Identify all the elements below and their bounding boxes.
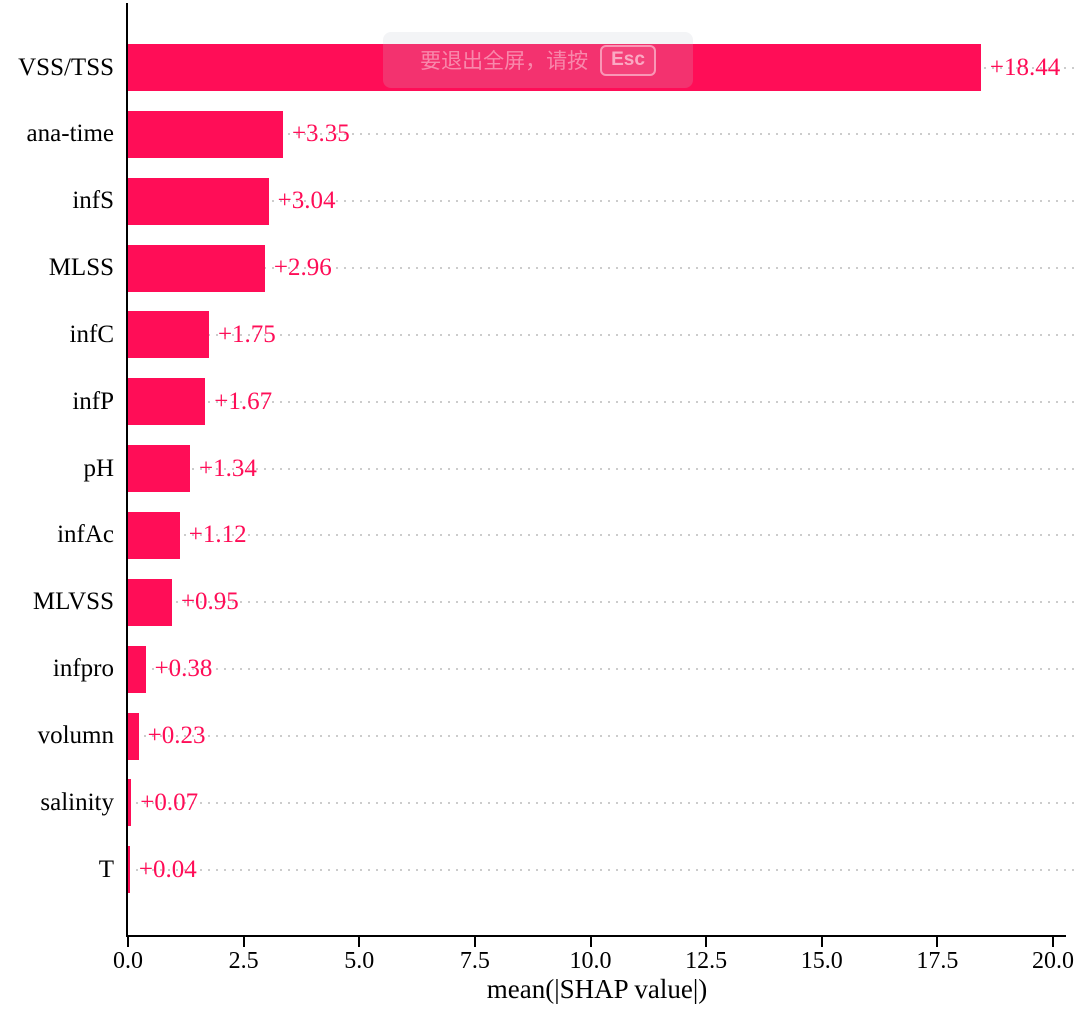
- x-tick-label: 20.0: [1032, 948, 1074, 974]
- row-gridline: [128, 400, 1078, 403]
- bar-value-label: +0.04: [138, 855, 197, 883]
- bar-value-label: +1.12: [188, 521, 247, 549]
- y-axis-spine: [126, 3, 128, 937]
- bar-value-label: +18.44: [989, 53, 1061, 81]
- x-tick-mark: [589, 936, 592, 947]
- bar: [128, 311, 209, 359]
- bar: [128, 846, 130, 894]
- y-tick-label: infC: [69, 320, 114, 348]
- x-tick-mark: [705, 936, 708, 947]
- row-gridline: [128, 735, 1078, 737]
- row-gridline: [128, 467, 1078, 470]
- bar: [128, 645, 146, 693]
- y-tick-label: MLSS: [48, 254, 114, 282]
- x-tick-label: 10.0: [569, 948, 612, 974]
- bar: [128, 44, 981, 91]
- bar-value-label: +3.04: [277, 187, 336, 215]
- x-tick-label: 12.5: [685, 948, 728, 974]
- row-gridline: [128, 668, 1078, 671]
- y-tick-label: MLVSS: [32, 588, 114, 616]
- bar: [128, 445, 190, 493]
- x-tick-label: 0.0: [113, 948, 143, 974]
- y-tick-label: VSS/TSS: [18, 53, 114, 81]
- fullscreen-exit-toast: 要退出全屏，请按 Esc: [383, 32, 693, 88]
- bar: [128, 578, 172, 626]
- x-tick-mark: [936, 936, 939, 947]
- row-gridline: [128, 333, 1078, 336]
- x-tick-mark: [358, 936, 361, 947]
- y-tick-label: ana-time: [26, 120, 114, 148]
- bar: [128, 378, 206, 426]
- x-axis-spine: [126, 935, 1066, 937]
- fullscreen-exit-toast-message: 要退出全屏，请按: [420, 50, 589, 73]
- row-gridline: [128, 868, 1078, 871]
- row-gridline: [128, 801, 1078, 804]
- bar-value-label: +0.95: [180, 588, 239, 616]
- bar-value-label: +0.38: [154, 655, 213, 683]
- bar-value-label: +1.34: [198, 454, 257, 482]
- y-tick-label: T: [98, 855, 114, 883]
- row-gridline: [128, 200, 1078, 203]
- esc-keycap: Esc: [600, 44, 656, 76]
- y-tick-label: infS: [72, 187, 114, 215]
- y-tick-label: infAc: [57, 521, 114, 549]
- bar: [128, 244, 265, 292]
- row-gridline: [128, 133, 1078, 136]
- y-tick-label: salinity: [40, 788, 114, 816]
- bar-value-label: +0.23: [147, 722, 206, 749]
- row-gridline: [128, 267, 1078, 270]
- bar: [128, 712, 139, 760]
- y-tick-label: pH: [83, 454, 114, 482]
- x-tick-label: 2.5: [228, 948, 259, 974]
- bar-value-label: +0.07: [140, 788, 199, 816]
- bar: [128, 177, 269, 225]
- x-tick-mark: [1052, 936, 1054, 947]
- x-tick-label: 7.5: [459, 948, 490, 974]
- bar-value-label: +3.35: [291, 120, 350, 148]
- row-gridline: [128, 601, 1078, 604]
- x-tick-label: 5.0: [344, 948, 375, 974]
- x-tick-mark: [127, 936, 129, 947]
- x-tick-label: 17.5: [916, 948, 959, 974]
- row-gridline: [128, 534, 1078, 537]
- bar: [128, 779, 132, 827]
- bar-value-label: +1.75: [217, 320, 276, 348]
- y-tick-label: volumn: [37, 722, 114, 749]
- bar: [128, 511, 180, 559]
- bar: [128, 110, 283, 158]
- y-tick-label: infP: [72, 387, 114, 415]
- bar-value-label: +2.96: [273, 254, 332, 282]
- x-axis-title: mean(|SHAP value|): [486, 974, 708, 1004]
- x-tick-mark: [242, 936, 245, 947]
- y-tick-label: infpro: [52, 655, 114, 683]
- x-tick-label: 15.0: [800, 948, 843, 974]
- bar-value-label: +1.67: [214, 387, 273, 415]
- x-tick-mark: [820, 936, 823, 947]
- x-tick-mark: [473, 936, 476, 947]
